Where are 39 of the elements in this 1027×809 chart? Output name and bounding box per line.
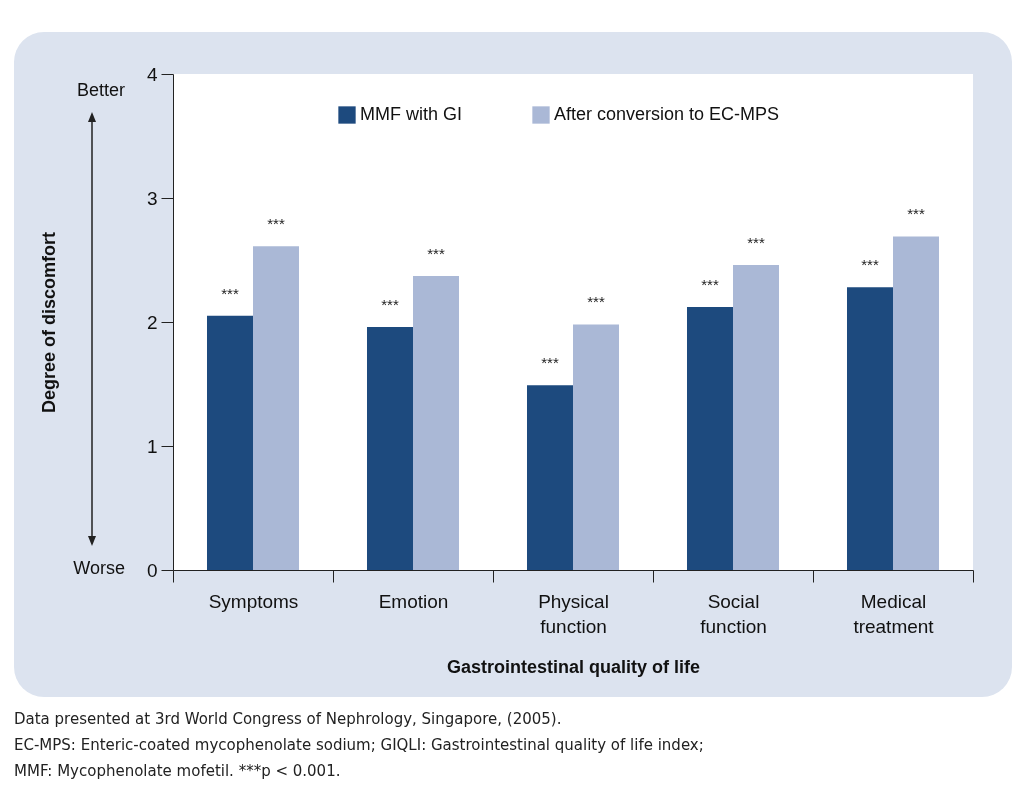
x-axis-title: Gastrointestinal quality of life	[446, 656, 701, 677]
x-tick-label: Medical treatment	[853, 590, 935, 637]
bar	[847, 287, 893, 570]
data-label: ***	[907, 205, 925, 223]
x-tick-label: Symptoms	[208, 590, 299, 612]
y-tick-label: 4	[146, 63, 158, 85]
data-label: ***	[861, 256, 879, 274]
data-label: ***	[381, 295, 399, 313]
data-label: ***	[267, 215, 285, 233]
y-tick-label: 2	[146, 311, 158, 333]
bar	[253, 246, 299, 570]
legend-label: MMF with GI	[360, 104, 462, 124]
x-tick-label: Social function	[700, 590, 767, 637]
bar	[527, 385, 573, 570]
bar	[413, 276, 459, 570]
bar	[893, 236, 939, 570]
text: MMF: Mycophenolate mofetil. ***p < 0.001.	[14, 761, 342, 782]
text: Better	[76, 80, 125, 101]
data-label: ***	[747, 233, 765, 251]
bar	[367, 326, 413, 570]
y-tick-label: 3	[146, 187, 158, 209]
bar	[687, 307, 733, 570]
bar	[207, 315, 253, 570]
text: Data presented at 3rd World Congress of Nephrology, Singapore, (2005).	[14, 709, 563, 730]
x-tick-label: Physical function	[538, 590, 609, 637]
data-label: ***	[587, 293, 605, 311]
data-label: ***	[221, 284, 239, 302]
data-label: ***	[427, 245, 445, 263]
data-label: ***	[701, 276, 719, 294]
y-axis-title: Degree of discomfort	[38, 231, 59, 414]
legend-label: After conversion to EC-MPS	[554, 104, 780, 124]
text: Worse	[73, 558, 125, 579]
data-label: ***	[541, 354, 559, 372]
bar	[733, 264, 779, 570]
y-tick-label: 0	[146, 559, 158, 581]
text: EC-MPS: Enteric-coated mycophenolate sodium; GIQLI: Gastrointestinal quality of life index;	[14, 735, 704, 756]
x-tick-label: Emotion	[378, 590, 449, 612]
y-tick-label: 1	[146, 435, 158, 457]
bar	[573, 324, 619, 570]
